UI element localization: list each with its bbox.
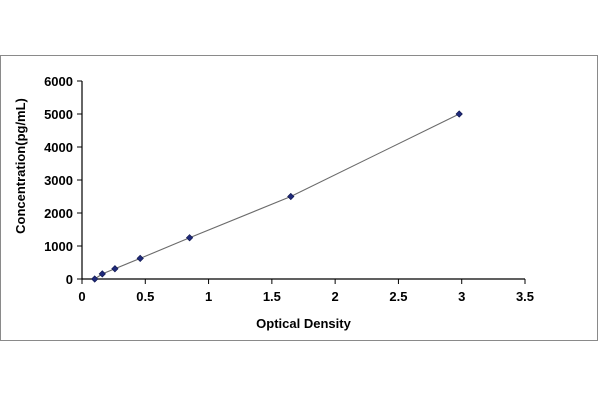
data-point (185, 234, 194, 242)
y-tick-label: 4000 (44, 140, 73, 155)
x-tick-label: 1 (205, 289, 212, 304)
data-point (287, 192, 295, 201)
y-axis-title: Concentration(pg/mL) (13, 98, 28, 234)
x-tick-label: 2.5 (389, 289, 407, 304)
x-ticks: 0 0.5 1 1.5 2 2.5 3 3.5 (78, 279, 534, 304)
x-tick-label: 0 (78, 289, 85, 304)
data-point (91, 275, 99, 283)
data-point (136, 254, 144, 263)
y-tick-label: 6000 (44, 74, 73, 89)
x-tick-label: 3 (458, 289, 465, 304)
y-tick-label: 5000 (44, 107, 73, 122)
axes (81, 81, 525, 280)
y-tick-label: 1000 (44, 239, 73, 254)
x-axis-title: Optical Density (256, 316, 351, 331)
data-point (111, 265, 119, 273)
y-tick-label: 3000 (44, 173, 73, 188)
x-tick-label: 2 (332, 289, 339, 304)
y-tick-label: 2000 (44, 206, 73, 221)
data-point (98, 270, 106, 278)
series-layer (91, 110, 463, 283)
y-tick-label: 0 (66, 272, 73, 287)
chart-frame (0, 55, 598, 341)
y-ticks: 0 1000 2000 3000 4000 5000 6000 (44, 74, 82, 287)
x-tick-label: 0.5 (136, 289, 154, 304)
data-point (455, 110, 463, 118)
x-tick-label: 1.5 (263, 289, 281, 304)
x-tick-label: 3.5 (516, 289, 534, 304)
series-line (94, 113, 460, 280)
